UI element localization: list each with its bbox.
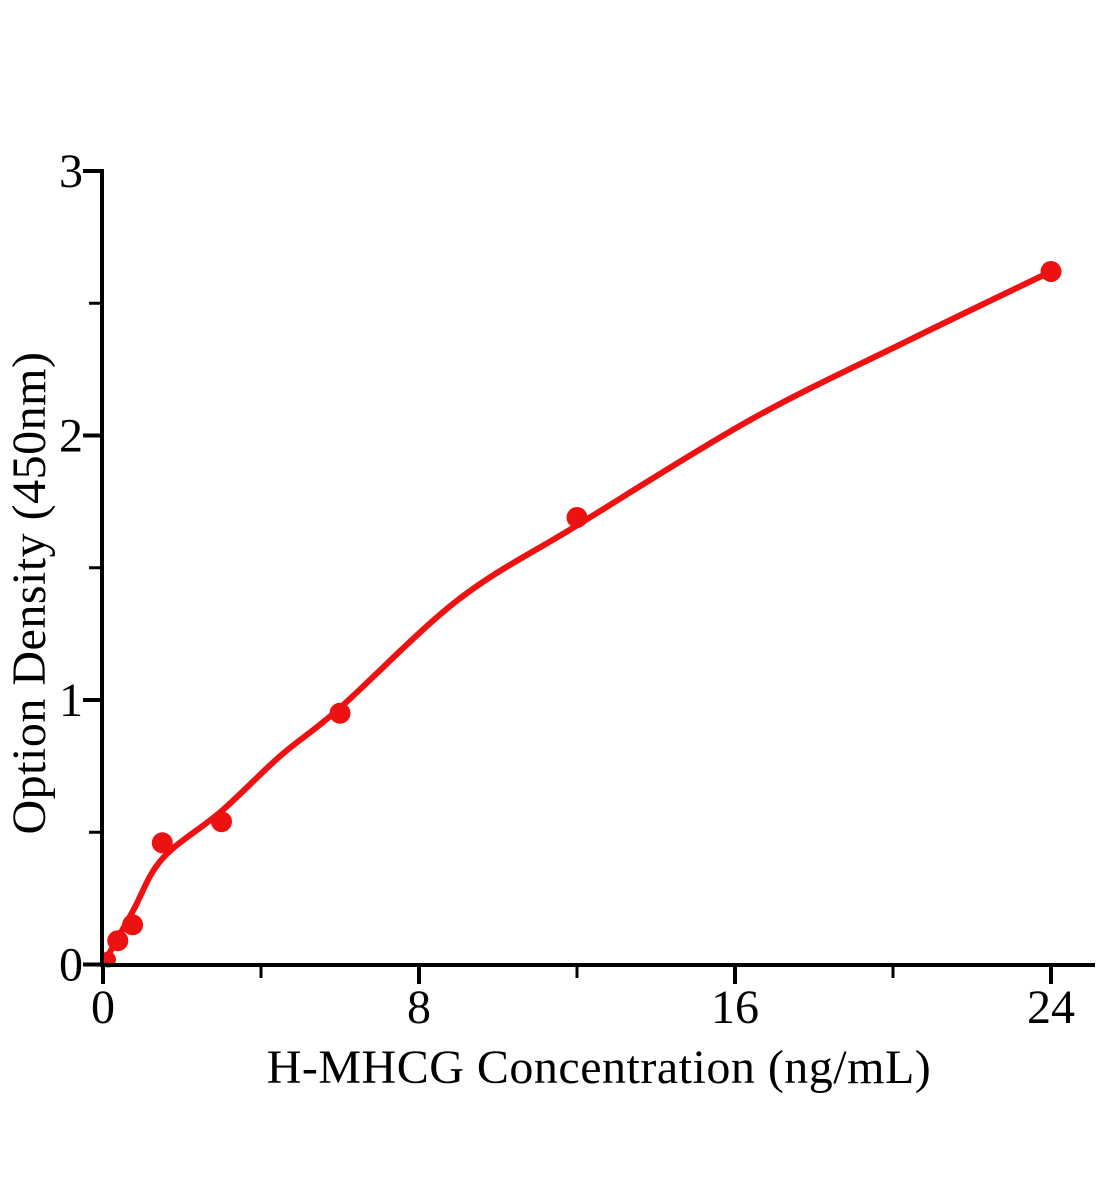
x-tick-label: 8 bbox=[407, 981, 431, 1034]
data-point bbox=[151, 832, 173, 854]
data-point bbox=[1040, 261, 1062, 282]
x-axis-title: H-MHCG Concentration (ng/mL) bbox=[266, 1041, 932, 1094]
data-point bbox=[329, 702, 351, 724]
x-tick-label: 16 bbox=[711, 981, 759, 1034]
fit-curve-path bbox=[100, 268, 1054, 968]
y-axis-title: Option Density (450nm) bbox=[3, 351, 56, 835]
x-tick-label: 0 bbox=[91, 981, 115, 1034]
y-tick-label: 1 bbox=[59, 674, 83, 727]
y-tick-label: 3 bbox=[59, 145, 83, 198]
axes-layer bbox=[83, 169, 1095, 984]
data-point bbox=[107, 930, 129, 952]
tick-labels-layer: 0 8 16 24 0 1 2 3 bbox=[59, 145, 1075, 1034]
y-tick-label: 0 bbox=[59, 939, 83, 992]
y-tick-label: 2 bbox=[59, 410, 83, 463]
data-point bbox=[566, 507, 588, 528]
data-series-layer bbox=[100, 261, 1062, 968]
x-tick-label: 24 bbox=[1027, 981, 1075, 1034]
data-point bbox=[211, 811, 232, 833]
data-point bbox=[122, 914, 144, 936]
